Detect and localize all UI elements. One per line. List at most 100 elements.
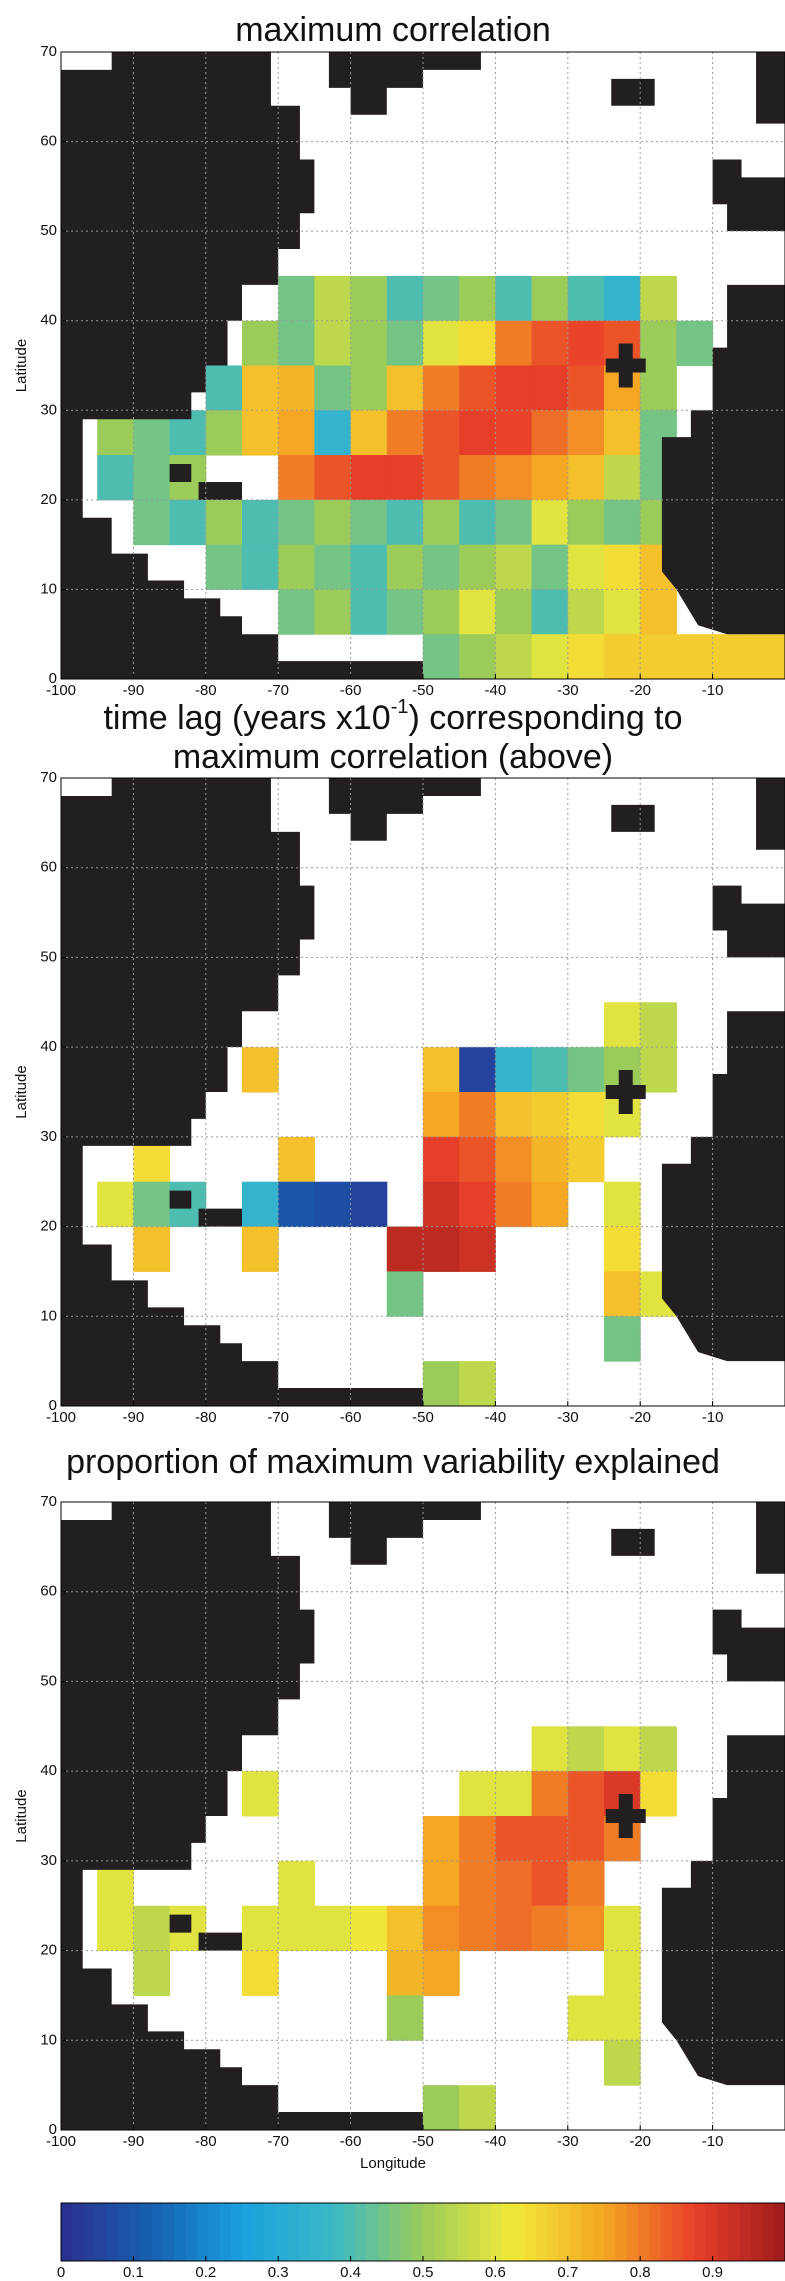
cell <box>169 499 207 546</box>
cell <box>459 410 496 456</box>
site-marker <box>618 1794 633 1838</box>
cell <box>604 544 641 590</box>
colorbar-swatch <box>174 2203 186 2261</box>
title-superscript: -1 <box>391 696 409 718</box>
cell <box>133 1905 171 1952</box>
cell <box>531 544 569 590</box>
colorbar-swatch <box>343 2203 356 2261</box>
cell <box>495 1771 533 1817</box>
colorbar-swatch <box>773 2203 785 2261</box>
colorbar-swatch <box>332 2203 345 2261</box>
cell <box>314 365 352 411</box>
cell <box>205 499 243 546</box>
cell <box>459 1181 496 1228</box>
colorbar-swatch <box>581 2203 594 2261</box>
cell <box>567 1092 605 1138</box>
y-tick-label: 20 <box>40 1218 57 1235</box>
cell <box>567 320 605 366</box>
colorbar-swatch <box>558 2203 571 2261</box>
colorbar-swatch <box>694 2203 707 2261</box>
axes-frame <box>60 51 785 680</box>
x-tick-label: -80 <box>195 2133 217 2150</box>
cell <box>748 634 785 680</box>
x-tick-label: -100 <box>46 682 76 699</box>
colorbar-swatch <box>547 2203 560 2261</box>
cell <box>495 1136 533 1183</box>
cell <box>604 1316 641 1362</box>
y-tick-label: 0 <box>49 670 57 687</box>
cell <box>459 275 496 322</box>
x-tick-label: -70 <box>267 2133 289 2150</box>
cell <box>459 1047 496 1093</box>
y-tick-label: 40 <box>40 1038 57 1055</box>
cell <box>604 634 641 680</box>
title-part: ) corresponding to <box>408 699 682 737</box>
cell <box>459 1136 496 1183</box>
cell <box>531 499 569 546</box>
panel: time lag (years x10-1) corresponding tom… <box>13 696 785 1426</box>
cell <box>314 1181 352 1228</box>
cell <box>567 1726 605 1772</box>
x-tick-label: -100 <box>46 1409 76 1426</box>
colorbar-tick-label: 0.1 <box>123 2264 144 2281</box>
x-tick-label: -90 <box>123 2133 145 2150</box>
cell <box>531 365 569 411</box>
y-tick-label: 50 <box>40 1672 57 1689</box>
cell <box>423 410 460 456</box>
colorbar-swatch <box>83 2203 96 2261</box>
colorbar-swatch <box>524 2203 537 2261</box>
x-tick-label: -40 <box>485 682 507 699</box>
cell <box>604 1950 641 1996</box>
cell <box>423 1950 460 1996</box>
cell <box>386 455 424 501</box>
cell <box>567 410 605 456</box>
cell <box>423 275 460 322</box>
cell <box>386 589 424 635</box>
colorbar-swatch <box>162 2203 175 2261</box>
colorbar-swatch <box>717 2203 729 2261</box>
colorbar-swatch <box>592 2203 605 2261</box>
cell <box>640 275 677 322</box>
colorbar-swatch <box>264 2203 277 2261</box>
colorbar-swatch <box>219 2203 232 2261</box>
y-axis-label: Latitude <box>13 1065 30 1118</box>
cell <box>567 1771 605 1817</box>
cell <box>242 544 279 590</box>
cell <box>97 1905 134 1952</box>
x-tick-label: -30 <box>557 1409 579 1426</box>
cell <box>531 1860 569 1907</box>
cell <box>531 1905 569 1952</box>
cell <box>314 410 352 456</box>
cell <box>531 1092 569 1138</box>
cell <box>350 455 388 501</box>
cell <box>459 1860 496 1907</box>
colorbar-swatch <box>196 2203 209 2261</box>
cell <box>604 410 641 456</box>
x-tick-label: -60 <box>340 2133 362 2150</box>
cell <box>278 410 315 456</box>
cell <box>495 499 533 546</box>
cell <box>350 320 388 366</box>
colorbar-tick-label: 0.6 <box>485 2264 506 2281</box>
cell <box>423 544 460 590</box>
colorbar-swatch <box>705 2203 718 2261</box>
cell <box>604 1905 641 1952</box>
cell <box>567 589 605 635</box>
cell <box>205 410 243 456</box>
cell <box>604 1271 641 1317</box>
cell <box>242 1905 279 1952</box>
colorbar-swatch <box>185 2203 198 2261</box>
colorbar-swatch <box>208 2203 220 2261</box>
cell <box>495 455 533 501</box>
colorbar-swatch <box>637 2203 650 2261</box>
cell <box>314 589 352 635</box>
cell <box>278 1181 315 1228</box>
colorbar-swatch <box>242 2203 254 2261</box>
colorbar-swatch <box>728 2203 741 2261</box>
y-tick-label: 60 <box>40 133 57 150</box>
cell <box>676 320 714 366</box>
cell <box>423 365 460 411</box>
colorbar-swatch <box>762 2203 775 2261</box>
cell <box>604 1181 641 1228</box>
